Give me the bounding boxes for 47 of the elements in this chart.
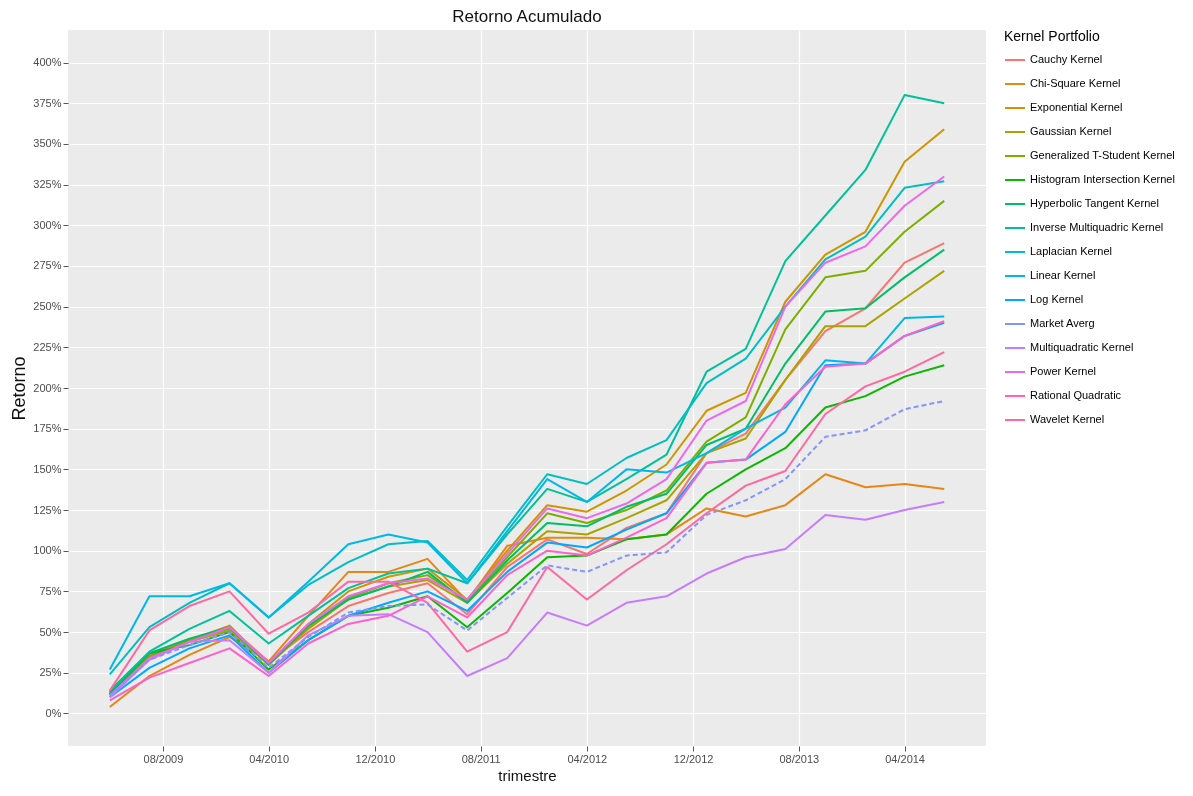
legend-title: Kernel Portfolio	[1004, 28, 1100, 44]
legend-label: Power Kernel	[1030, 365, 1097, 377]
y-tick-label: 200%	[33, 381, 62, 394]
y-tick-label: 0%	[45, 706, 62, 719]
y-tick-label: 175%	[33, 422, 62, 435]
legend-label: Gaussian Kernel	[1030, 125, 1112, 137]
legend-label: Linear Kernel	[1030, 269, 1096, 281]
legend-label: Generalized T-Student Kernel	[1030, 149, 1175, 161]
y-tick-label: 100%	[33, 544, 62, 557]
y-tick-label: 150%	[33, 462, 62, 475]
y-tick-label: 250%	[33, 300, 62, 313]
legend-label: Inverse Multiquadric Kernel	[1030, 221, 1164, 233]
x-axis-title: trimestre	[498, 766, 557, 784]
y-tick-label: 275%	[33, 259, 62, 272]
y-tick-label: 400%	[33, 56, 62, 69]
y-tick-label: 375%	[33, 96, 62, 109]
legend-label: Laplacian Kernel	[1030, 245, 1112, 257]
y-tick-label: 75%	[39, 584, 62, 597]
x-tick-label: 12/2010	[355, 752, 396, 765]
y-tick-label: 125%	[33, 503, 62, 516]
x-tick-label: 04/2014	[885, 752, 925, 765]
legend-label: Hyperbolic Tangent Kernel	[1030, 197, 1159, 209]
y-tick-label: 325%	[33, 178, 62, 191]
legend-label: Market Averg	[1030, 317, 1095, 329]
chart-title: Retorno Acumulado	[452, 7, 602, 26]
legend-label: Chi-Square Kernel	[1030, 77, 1121, 89]
x-tick-label: 04/2010	[249, 752, 290, 765]
x-tick-label: 12/2012	[673, 752, 714, 765]
line-series	[108, 473, 946, 708]
y-axis-title: Retorno	[9, 356, 30, 421]
x-tick-label: 08/2011	[461, 752, 501, 765]
y-tick-label: 300%	[33, 218, 62, 231]
legend-label: Exponential Kernel	[1030, 101, 1123, 113]
legend-label: Wavelet Kernel	[1030, 413, 1105, 425]
x-tick-label: 04/2012	[567, 752, 608, 765]
x-tick-label: 08/2013	[779, 752, 820, 765]
y-tick-label: 350%	[33, 137, 62, 150]
y-tick-label: 50%	[39, 625, 62, 638]
x-tick-label: 08/2009	[143, 752, 184, 765]
legend-label: Histogram Intersection Kernel	[1030, 173, 1175, 185]
line-series	[108, 500, 946, 699]
y-tick-label: 225%	[33, 340, 62, 353]
legend-label: Multiquadratic Kernel	[1030, 341, 1134, 353]
y-tick-label: 25%	[39, 666, 62, 679]
legend-label: Cauchy Kernel	[1030, 53, 1103, 65]
legend-label: Log Kernel	[1030, 293, 1084, 305]
legend-label: Rational Quadratic	[1030, 389, 1122, 401]
